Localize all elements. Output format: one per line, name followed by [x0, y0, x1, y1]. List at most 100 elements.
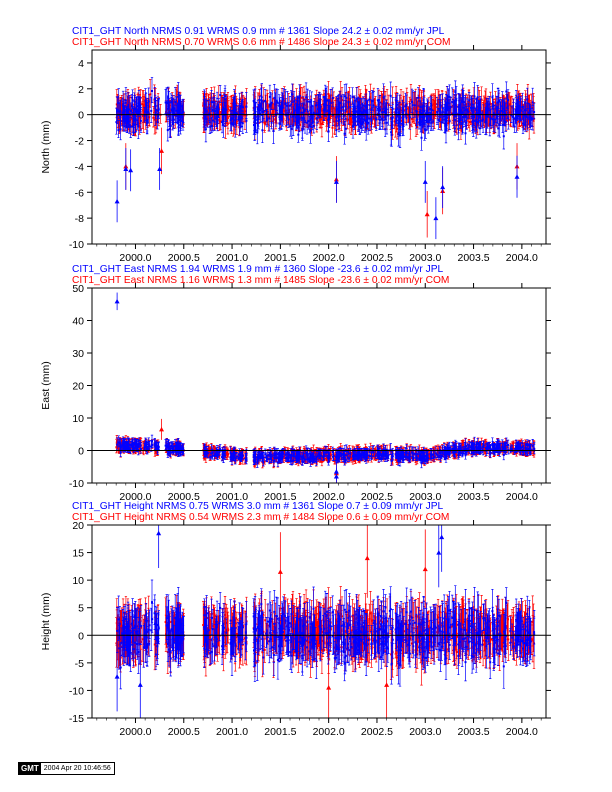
height-jpl-points [116, 601, 536, 669]
north-x-tick-label: 2000.0 [119, 252, 151, 264]
panel-north: CIT1_GHT North NRMS 0.91 WRMS 0.9 mm # 1… [40, 26, 551, 264]
north-jpl-outlier-3 [157, 166, 163, 171]
north-com-outlier-3 [424, 211, 430, 217]
north-jpl-outlier-0 [114, 198, 120, 204]
gmt-timestamp-stamp: GMT 2004 Apr 20 10:46:56 [18, 762, 115, 775]
north-x-tick-label: 2003.5 [457, 252, 489, 264]
east-title-line-2: CIT1_GHT East NRMS 1.16 WRMS 1.3 mm # 14… [72, 275, 449, 286]
east-y-axis-label: East (mm) [40, 361, 52, 409]
east-y-tick-label: -10 [69, 478, 84, 490]
east-y-tick-label: 0 [78, 446, 84, 458]
east-x-tick-label: 2000.0 [119, 491, 151, 503]
east-x-tick-label: 2002.5 [361, 491, 393, 503]
height-y-axis-label: Height (mm) [40, 593, 52, 651]
height-x-tick-label: 2003.0 [409, 726, 441, 738]
north-com-outlier-1 [159, 148, 165, 153]
north-x-tick-label: 2002.5 [361, 252, 393, 264]
north-y-tick-label: -10 [69, 239, 84, 251]
east-com-outlier-0 [159, 426, 165, 432]
height-jpl-outlier-3 [114, 674, 120, 679]
height-x-tick-label: 2003.5 [457, 726, 489, 738]
height-y-tick-label: 15 [72, 548, 84, 560]
height-title-line-2: CIT1_GHT Height NRMS 0.54 WRMS 2.3 mm # … [72, 512, 449, 523]
north-y-axis-label: North (mm) [40, 120, 52, 173]
north-jpl-outlier-1 [123, 166, 129, 171]
east-y-tick-label: 40 [72, 316, 84, 328]
north-jpl-outlier-7 [440, 184, 446, 190]
height-x-tick-label: 2001.5 [264, 726, 296, 738]
north-jpl-outlier-6 [433, 215, 439, 221]
height-jpl-outlier-4 [137, 682, 143, 687]
height-x-tick-label: 2000.0 [119, 726, 151, 738]
height-jpl-outlier-1 [439, 534, 445, 540]
north-y-tick-label: -8 [75, 213, 84, 225]
east-x-tick-label: 2001.5 [264, 491, 296, 503]
north-y-tick-label: -6 [75, 187, 84, 199]
east-x-tick-label: 2000.5 [168, 491, 200, 503]
height-data [114, 525, 536, 718]
panel-height: CIT1_GHT Height NRMS 0.75 WRMS 3.0 mm # … [40, 501, 551, 738]
east-jpl-outlier-0 [114, 298, 120, 304]
east-x-tick-label: 2003.5 [457, 491, 489, 503]
height-y-tick-label: 5 [78, 603, 84, 615]
height-y-tick-label: 0 [78, 630, 84, 642]
east-y-tick-label: 50 [72, 283, 84, 295]
height-x-tick-label: 2002.5 [361, 726, 393, 738]
height-jpl-outlier-0 [156, 530, 162, 536]
height-y-tick-label: 10 [72, 575, 84, 587]
north-y-tick-label: 4 [78, 58, 84, 70]
height-title-line-1: CIT1_GHT Height NRMS 0.75 WRMS 3.0 mm # … [72, 501, 443, 512]
height-com-outlier-1 [422, 566, 428, 572]
height-y-tick-label: -5 [75, 658, 84, 670]
north-title-line-2: CIT1_GHT North NRMS 0.70 WRMS 0.6 mm # 1… [72, 37, 451, 48]
east-data [114, 292, 536, 483]
height-x-tick-label: 2001.0 [216, 726, 248, 738]
north-y-tick-label: -4 [75, 161, 84, 173]
north-jpl-outlier-8 [514, 174, 520, 179]
height-y-tick-label: 20 [72, 520, 84, 532]
north-jpl-outlier-2 [128, 167, 134, 173]
north-x-tick-label: 2003.0 [409, 252, 441, 264]
east-y-tick-label: 10 [72, 413, 84, 425]
north-x-tick-label: 2002.0 [313, 252, 345, 264]
height-x-tick-label: 2000.5 [168, 726, 200, 738]
height-y-tick-label: -10 [69, 685, 84, 697]
height-com-outlier-0 [364, 555, 370, 561]
height-y-tick-label: -15 [69, 713, 84, 725]
panel-east: CIT1_GHT East NRMS 1.94 WRMS 1.9 mm # 13… [40, 264, 551, 503]
north-x-tick-label: 2001.0 [216, 252, 248, 264]
height-jpl-outlier-2 [436, 550, 442, 555]
gmt-logo: GMT [19, 763, 41, 774]
east-jpl-outlier-2 [333, 469, 339, 474]
north-jpl-outlier-4 [333, 179, 339, 184]
north-x-tick-label: 2004.0 [506, 252, 538, 264]
height-com-outlier-3 [326, 685, 332, 690]
north-jpl-points [115, 90, 536, 139]
north-y-tick-label: 0 [78, 110, 84, 122]
east-y-tick-label: 30 [72, 348, 84, 360]
east-series-jpl [114, 292, 536, 483]
north-x-tick-label: 2001.5 [264, 252, 296, 264]
height-x-tick-label: 2002.0 [313, 726, 345, 738]
north-data [114, 76, 536, 240]
north-title-line-1: CIT1_GHT North NRMS 0.91 WRMS 0.9 mm # 1… [72, 26, 445, 37]
north-com-points [115, 93, 536, 131]
east-x-tick-label: 2003.0 [409, 491, 441, 503]
east-x-tick-label: 2004.0 [506, 491, 538, 503]
north-jpl-outlier-5 [422, 179, 428, 184]
east-title-line-1: CIT1_GHT East NRMS 1.94 WRMS 1.9 mm # 13… [72, 264, 443, 275]
north-series-jpl [114, 76, 536, 240]
height-series-jpl [114, 525, 536, 718]
height-x-tick-label: 2004.0 [506, 726, 538, 738]
north-plot-frame [91, 49, 547, 245]
plot-timestamp: 2004 Apr 20 10:46:56 [43, 765, 111, 772]
north-x-tick-label: 2000.5 [168, 252, 200, 264]
height-com-outlier-4 [384, 682, 390, 687]
east-x-tick-label: 2002.0 [313, 491, 345, 503]
east-jpl-points [116, 440, 536, 465]
height-com-outlier-2 [277, 569, 283, 574]
north-y-tick-label: -2 [75, 136, 84, 148]
east-y-tick-label: 20 [72, 381, 84, 393]
north-y-tick-label: 2 [78, 84, 84, 96]
